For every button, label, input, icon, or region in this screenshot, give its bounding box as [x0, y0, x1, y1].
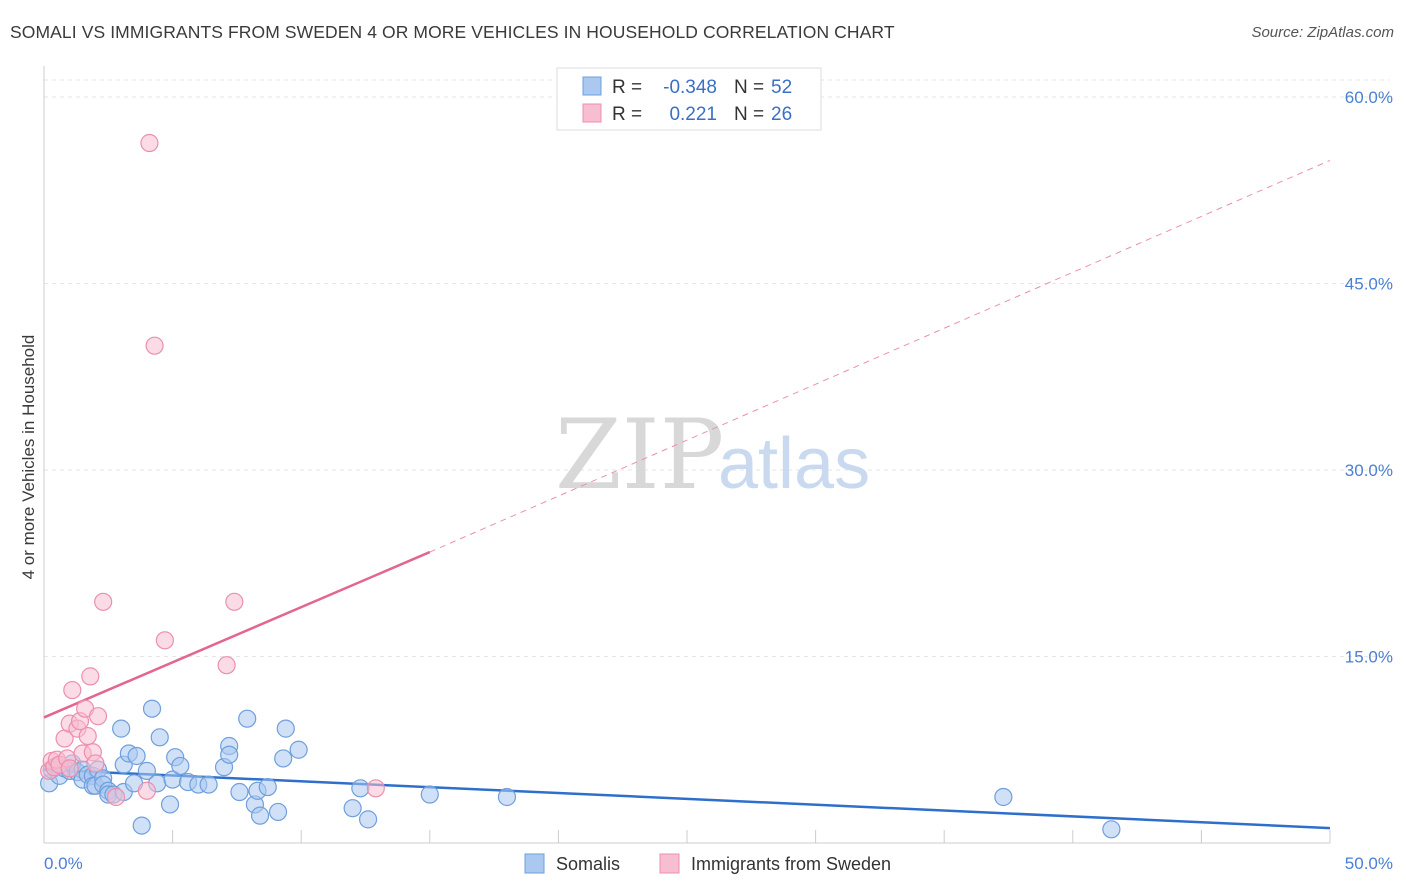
sweden-point: [81, 667, 100, 686]
sweden-trend-line: [43, 550, 431, 719]
legend-sweden-n-label: N =: [734, 104, 764, 125]
y-tick-label: 15.0%: [1345, 648, 1393, 667]
sweden-point: [86, 754, 105, 773]
somalis-point: [250, 806, 270, 825]
somalis-point: [358, 810, 378, 829]
legend-sweden-r-value: 0.221: [669, 104, 717, 125]
bottom-legend-somalis-label: Somalis: [556, 854, 620, 874]
somalis-point: [420, 785, 439, 804]
somalis-point: [258, 777, 277, 797]
somalis-point: [132, 816, 151, 835]
somalis-point: [497, 787, 517, 807]
somalis-point: [343, 799, 362, 818]
legend-somalis-n-label: N =: [734, 77, 764, 98]
watermark-atlas: atlas: [718, 424, 870, 504]
axis-layer: 15.0% 30.0% 45.0% 60.0% 0.0% 50.0%: [43, 66, 1393, 873]
chart-title: SOMALI VS IMMIGRANTS FROM SWEDEN 4 OR MO…: [10, 22, 895, 42]
trend-layer: [43, 159, 1331, 830]
legend-somalis-swatch: [582, 76, 602, 96]
sweden-point: [145, 336, 164, 355]
somalis-point: [220, 745, 239, 764]
sweden-point: [94, 592, 113, 611]
somalis-point: [1102, 820, 1121, 839]
somalis-point: [150, 728, 169, 747]
source-credit: Source: ZipAtlas.com: [1251, 24, 1394, 41]
bottom-legend: Somalis Immigrants from Sweden: [524, 853, 891, 874]
somalis-point: [199, 775, 218, 794]
sweden-point: [63, 680, 82, 700]
bottom-legend-sweden-swatch: [659, 853, 680, 874]
sweden-trend-extension: [429, 159, 1331, 553]
somalis-point: [238, 709, 257, 728]
grid-layer: [44, 79, 1390, 657]
sweden-point: [225, 592, 244, 611]
legend-sweden-swatch: [582, 103, 602, 123]
somalis-point: [289, 740, 308, 759]
somalis-point: [171, 756, 190, 776]
sweden-point: [106, 787, 126, 807]
sweden-point: [155, 631, 174, 650]
watermark: ZIP atlas: [555, 399, 870, 511]
somalis-point: [994, 787, 1013, 807]
legend-sweden-r-label: R =: [612, 104, 642, 125]
sweden-point: [366, 779, 385, 798]
y-tick-label: 60.0%: [1345, 88, 1393, 107]
x-tick-label: 0.0%: [44, 854, 83, 873]
somalis-point: [351, 779, 370, 798]
legend-somalis-r-label: R =: [612, 77, 642, 98]
x-tick-label: 50.0%: [1345, 854, 1393, 873]
somalis-point: [160, 795, 180, 814]
bottom-legend-sweden-label: Immigrants from Sweden: [691, 854, 891, 874]
sweden-point: [140, 133, 159, 153]
sweden-point: [60, 759, 79, 778]
sweden-point: [137, 781, 156, 800]
somalis-point: [112, 719, 131, 738]
somalis-point: [230, 782, 249, 802]
bottom-legend-somalis-swatch: [524, 853, 545, 874]
points-layer: [40, 133, 1121, 839]
sweden-point: [88, 707, 108, 726]
sweden-point: [217, 656, 236, 675]
somalis-point: [127, 746, 146, 766]
legend-somalis-r-value: -0.348: [663, 77, 717, 98]
legend-somalis-n-value: 52: [771, 77, 792, 98]
sweden-point: [78, 726, 97, 746]
somalis-point: [274, 749, 293, 768]
legend-sweden-n-value: 26: [771, 104, 792, 125]
top-legend: R = -0.348 N = 52 R = 0.221 N = 26: [556, 67, 822, 131]
y-tick-label: 30.0%: [1345, 461, 1393, 480]
somalis-point: [142, 699, 162, 718]
somalis-point: [276, 719, 295, 738]
y-axis-label: 4 or more Vehicles in Household: [19, 335, 38, 580]
somalis-point: [268, 802, 288, 822]
somalis-trend-line: [43, 768, 1331, 830]
somalis-point: [137, 761, 156, 780]
y-tick-label: 45.0%: [1345, 275, 1393, 294]
watermark-zip: ZIP: [555, 399, 724, 511]
